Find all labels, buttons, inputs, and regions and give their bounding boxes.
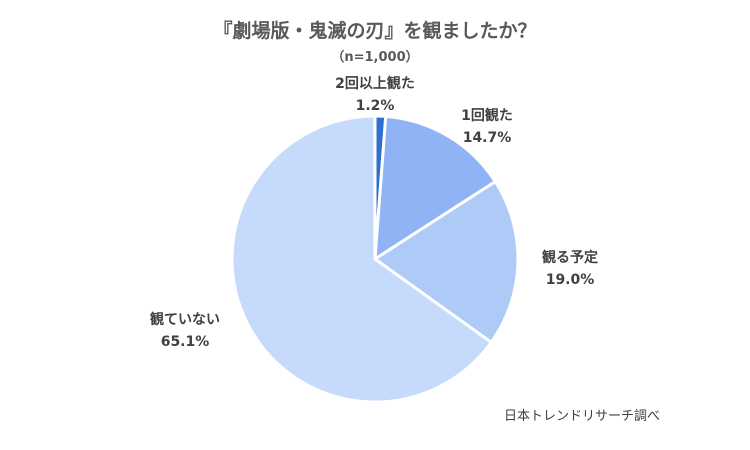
- slice-not-watched: [230, 114, 493, 404]
- slice-once-value: 14.7%: [463, 130, 512, 146]
- slice-once: [373, 114, 497, 261]
- chart-title: 『劇場版・鬼滅の刃』を観ましたか？: [213, 19, 536, 42]
- slice-plan-to-watch: [373, 180, 520, 344]
- pie-slices: [230, 114, 520, 404]
- slice-not-watched-value: 65.1%: [161, 334, 210, 350]
- slice-once-label: 1回観た: [461, 107, 513, 124]
- slice-plan-to-watch-value: 19.0%: [546, 272, 595, 288]
- slice-2-or-more-label: 2回以上観た: [335, 75, 415, 92]
- source-note: 日本トレンドリサーチ調べ: [504, 409, 660, 424]
- slice-2-or-more-value: 1.2%: [356, 98, 395, 114]
- slice-plan-to-watch-label: 観る予定: [542, 249, 598, 266]
- slice-labels: 2回以上観た 1.2% 1回観た 14.7% 観る予定 19.0% 観ていない 65.1%: [150, 75, 598, 350]
- slice-not-watched-label: 観ていない: [150, 311, 220, 328]
- chart-subtitle: （n=1,000）: [331, 49, 418, 65]
